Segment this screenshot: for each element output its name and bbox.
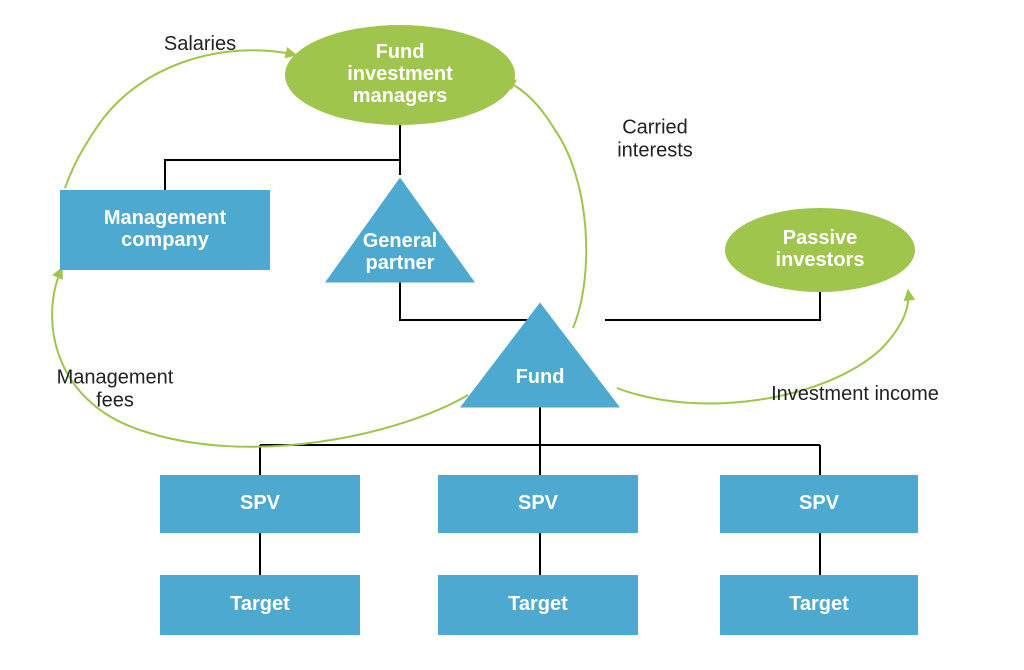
flow-label-inv_income: Investment income (771, 383, 939, 405)
flow-carried (505, 80, 586, 328)
flow-mgmt_fees (52, 268, 468, 447)
node-label-gen_partner: Generalpartner (363, 230, 437, 274)
node-label-mgmt_co: Managementcompany (104, 207, 227, 251)
node-fund: Fund (460, 303, 620, 408)
fund-structure-diagram: Fundinvestmentmanagers Managementcompany G… (0, 0, 1024, 670)
node-label-spv2: SPV (518, 492, 559, 514)
node-label-fund: Fund (516, 366, 565, 388)
edge-2 (400, 280, 540, 320)
flow-label-carried: Carriedinterests (617, 117, 693, 162)
node-fund_mgr: Fundinvestmentmanagers (285, 25, 515, 125)
node-passive_inv: Passiveinvestors (725, 208, 915, 292)
flow-salaries (65, 50, 296, 188)
node-label-passive_inv: Passiveinvestors (776, 227, 865, 271)
node-tgt1: Target (160, 575, 360, 635)
node-tgt3: Target (720, 575, 918, 635)
node-mgmt_co: Managementcompany (60, 190, 270, 270)
flow-label-salaries: Salaries (164, 33, 236, 55)
edge-3 (605, 292, 820, 320)
node-label-tgt2: Target (508, 593, 568, 615)
node-tgt2: Target (438, 575, 638, 635)
node-label-tgt3: Target (789, 593, 849, 615)
node-label-spv1: SPV (240, 492, 281, 514)
flow-label-mgmt_fees: Managementfees (57, 367, 174, 412)
edge-0 (165, 125, 400, 190)
node-spv1: SPV (160, 475, 360, 533)
node-spv3: SPV (720, 475, 918, 533)
node-label-tgt1: Target (230, 593, 290, 615)
node-spv2: SPV (438, 475, 638, 533)
node-label-spv3: SPV (799, 492, 840, 514)
node-gen_partner: Generalpartner (325, 178, 475, 283)
